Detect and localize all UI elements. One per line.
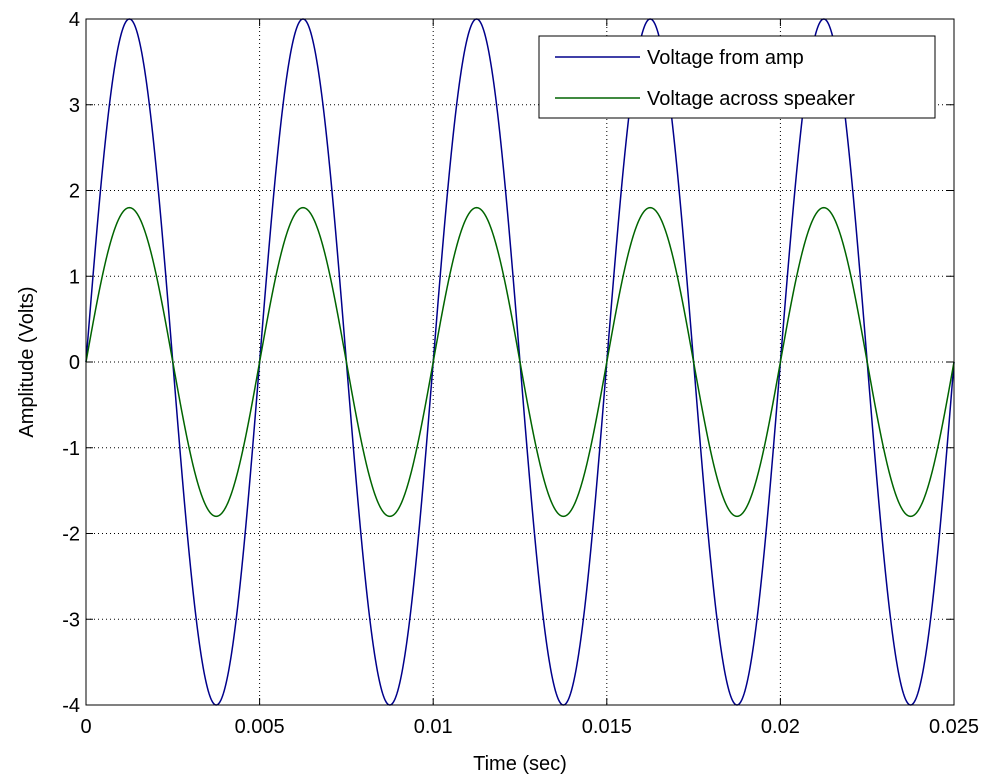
x-tick-label: 0.005: [235, 716, 285, 738]
legend: Voltage from amp Voltage across speaker: [538, 35, 936, 119]
legend-box: [538, 35, 936, 119]
legend-label-speaker: Voltage across speaker: [647, 88, 855, 110]
x-tick-label: 0.015: [582, 716, 632, 738]
y-tick-label: -4: [62, 695, 80, 717]
y-axis-label: Amplitude (Volts): [16, 286, 38, 437]
y-tick-label: 0: [69, 352, 80, 374]
y-tick-label: -3: [62, 609, 80, 631]
x-tick-label: 0: [80, 716, 91, 738]
legend-label-amp: Voltage from amp: [647, 47, 804, 69]
y-tick-label: 4: [69, 9, 80, 31]
y-tick-label: 1: [69, 266, 80, 288]
x-tick-label: 0.01: [414, 716, 453, 738]
x-tick-label: 0.02: [761, 716, 800, 738]
y-tick-label: -2: [62, 524, 80, 546]
series-line-1: [85, 206, 955, 518]
x-tick-label: 0.025: [929, 716, 979, 738]
y-tick-label: 3: [69, 95, 80, 117]
axis-tick-labels: 0 0.005 0.01 0.015 0.02 0.025 -4 -3 -2 -1 0 1 2 3 4: [62, 9, 979, 738]
x-axis-label: Time (sec): [473, 753, 567, 775]
y-tick-label: 2: [69, 181, 80, 203]
grid-lines: [86, 19, 954, 705]
axis-ticks: [85, 18, 955, 706]
y-tick-label: -1: [62, 438, 80, 460]
